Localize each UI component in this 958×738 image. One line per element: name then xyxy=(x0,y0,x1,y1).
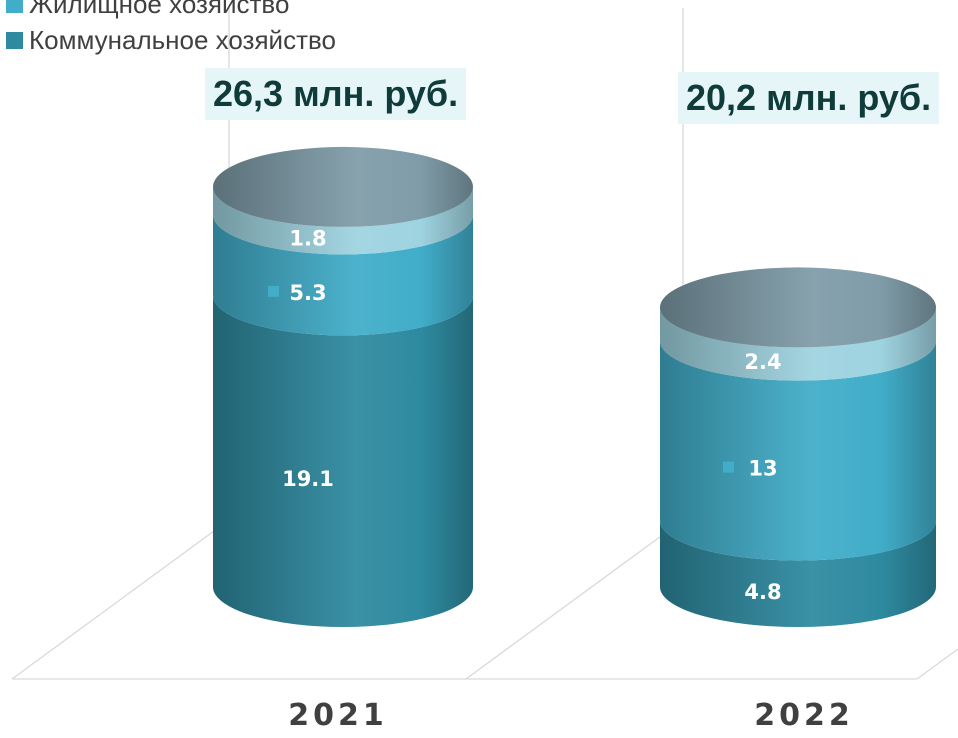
legend: Жилищное хозяйство Коммунальное хозяйств… xyxy=(6,0,336,58)
legend-swatch-housing xyxy=(6,0,23,13)
cylinder-top-2022 xyxy=(660,267,936,348)
floor-right-edge xyxy=(916,648,958,680)
bar-2022-segment-2 xyxy=(660,307,936,381)
data-label-2021-2: 1.8 xyxy=(289,227,326,251)
category-label-2021: 2021 xyxy=(288,698,388,733)
legend-swatch-communal xyxy=(6,31,23,49)
data-label-2022-1: 13 xyxy=(748,457,777,481)
legend-item-housing: Жилищное хозяйство xyxy=(6,0,336,22)
legend-label-housing: Жилищное хозяйство xyxy=(29,0,290,19)
bar-2021-segment-1 xyxy=(213,214,473,336)
bar-2022-segment-1 xyxy=(660,340,936,561)
total-2022: 20,2 млн. руб. xyxy=(678,72,940,124)
data-label-2021-0: 19.1 xyxy=(282,467,334,491)
data-label-2022-2: 2.4 xyxy=(744,350,781,374)
bar-2022-segment-0 xyxy=(660,520,936,627)
total-2021: 26,3 млн. руб. xyxy=(205,68,467,120)
legend-item-communal: Коммунальное хозяйство xyxy=(6,22,336,58)
bar-2021-segment-0 xyxy=(213,295,473,627)
data-label-2022-0: 4.8 xyxy=(744,580,781,604)
bar-2021-segment-2 xyxy=(213,186,473,255)
data-label-marker-2022 xyxy=(723,461,734,473)
floor-middle-divider xyxy=(465,519,684,680)
data-label-2021-1: 5.3 xyxy=(289,281,326,305)
cylinder-top-2021 xyxy=(213,146,473,227)
legend-label-communal: Коммунальное хозяйство xyxy=(29,24,336,55)
data-label-marker-2021 xyxy=(268,285,279,297)
cylinder-2021: 19.1 5.3 1.8 xyxy=(213,146,473,627)
category-label-2022: 2022 xyxy=(754,698,854,733)
bars-layer: 19.1 5.3 1.8 4.8 13 2.4 xyxy=(213,146,936,627)
cylinder-2022: 4.8 13 2.4 xyxy=(660,267,936,627)
floor-left-edge xyxy=(11,519,230,680)
